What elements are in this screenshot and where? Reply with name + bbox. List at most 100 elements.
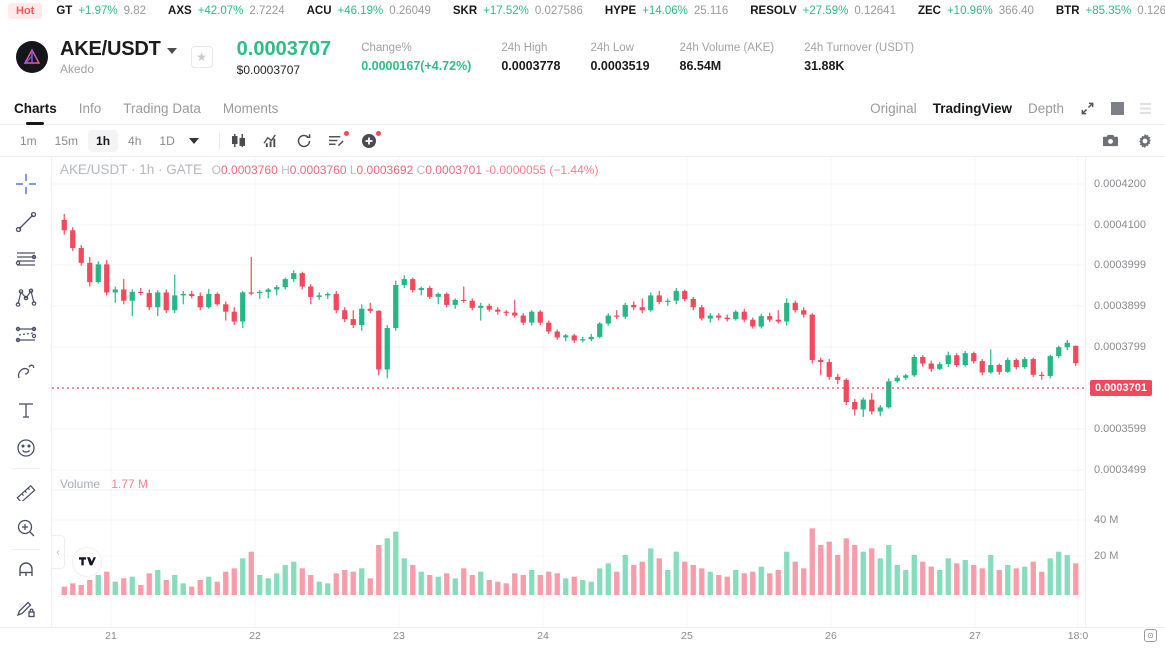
add-indicator-icon[interactable] (361, 130, 381, 149)
ticker-price: 9.82 (123, 5, 147, 17)
more-menu-icon[interactable] (1140, 102, 1151, 115)
emoji-icon[interactable] (8, 429, 44, 467)
horizontal-lines-icon[interactable] (8, 240, 44, 278)
stat-label: 24h High (501, 41, 548, 54)
ticker-item[interactable]: GT +1.97% 9.82 (56, 5, 146, 17)
sidebar-collapse-handle[interactable]: ‹ (52, 535, 65, 569)
market-stat: 24h Low 0.0003519 (590, 42, 649, 73)
tradingview-logo-badge[interactable] (72, 547, 102, 577)
time-tick: 21 (105, 630, 117, 642)
stat-change: Change% 0.0000167(+4.72%) (361, 42, 471, 73)
chart-area: AKE/USDT · 1h · GATE O0.0003760 H0.00037… (0, 157, 1165, 627)
pair-header: AKE/USDT Akedo ★ 0.0003707 $0.0003707 Ch… (0, 22, 1165, 92)
timeframe-group[interactable]: 1m 15m 1h 4h 1D (12, 129, 185, 152)
brush-icon[interactable] (8, 353, 44, 391)
pair-name-block[interactable]: AKE/USDT Akedo (60, 38, 177, 76)
view-tab-depth[interactable]: Depth (1027, 100, 1064, 116)
notification-dot (375, 130, 381, 136)
candles-icon[interactable] (230, 133, 247, 148)
stat-label: 24h Low (590, 41, 634, 54)
market-stat: 24h Turnover (USDT) 31.88K (804, 42, 914, 73)
expand-icon[interactable] (1080, 101, 1095, 116)
legend-l-label: L (349, 163, 357, 177)
legend-ohlc: O0.0003760 H0.0003760 L0.0003692 C0.0003… (212, 163, 599, 177)
stat-value: 0.0003778 (501, 58, 561, 73)
tab-trading-data[interactable]: Trading Data (123, 100, 201, 116)
chart-plot[interactable]: AKE/USDT · 1h · GATE O0.0003760 H0.00037… (52, 157, 1085, 627)
tools-divider (11, 548, 40, 550)
ticker-items[interactable]: GT +1.97% 9.82 AXS +42.07% 2.7224 ACU +46.19% 0.… (56, 5, 1165, 17)
stat-change-value: 0.0000167(+4.72%) (361, 58, 472, 73)
ticker-symbol: RESOLV (750, 5, 797, 17)
pair-selector[interactable]: AKE/USDT (60, 38, 177, 61)
ticker-change: +10.96% (946, 5, 993, 17)
ticker-symbol: AXS (168, 5, 192, 17)
legend-l-value: 0.0003692 (356, 163, 414, 177)
tab-info[interactable]: Info (78, 100, 102, 116)
ticker-item[interactable]: ACU +46.19% 0.26049 (307, 5, 431, 17)
legend-o-label: O (211, 163, 222, 177)
indicators-icon[interactable] (263, 133, 280, 148)
timeframe-1D[interactable]: 1D (159, 133, 175, 148)
ticker-price: 2.7224 (249, 5, 285, 17)
camera-icon[interactable] (1102, 133, 1119, 148)
gear-icon[interactable] (1137, 133, 1153, 149)
ticker-price: 366.40 (998, 5, 1034, 17)
legend-title: AKE/USDT · 1h · GATE (60, 162, 203, 177)
price-tick: 0.0003999 (1094, 259, 1146, 271)
view-tab-tradingview[interactable]: TradingView (932, 100, 1012, 116)
view-tab-original[interactable]: Original (870, 100, 917, 116)
stat-label: 24h Turnover (USDT) (804, 41, 915, 54)
timeframe-15m[interactable]: 15m (54, 133, 79, 148)
ruler-icon[interactable] (8, 471, 44, 509)
layout-square-icon[interactable] (1111, 101, 1124, 115)
view-tabs[interactable]: Original TradingView Depth (870, 101, 1064, 116)
timeframe-4h[interactable]: 4h (128, 133, 142, 148)
time-tick: 25 (681, 630, 693, 642)
candlestick-svg[interactable] (52, 157, 1085, 627)
legend-c-label: C (416, 163, 426, 177)
legend-h-value: 0.0003760 (289, 163, 347, 177)
ticker-item[interactable]: SKR +17.52% 0.027586 (453, 5, 583, 17)
tab-moments[interactable]: Moments (222, 100, 279, 116)
section-tabs: Charts Info Trading Data Moments Original Tr… (0, 92, 1165, 125)
favorite-star-icon[interactable]: ★ (190, 46, 213, 68)
price-tick: 0.0004100 (1094, 219, 1146, 231)
legend-c-value: 0.0003701 (425, 163, 483, 177)
compare-icon[interactable] (328, 131, 349, 148)
chart-view-tabs: Original TradingView Depth (870, 101, 1151, 116)
lock-draw-icon[interactable] (8, 589, 44, 627)
ticker-item[interactable]: ZEC +10.96% 366.40 (918, 5, 1034, 17)
chevron-down-icon[interactable] (166, 48, 177, 54)
fib-retracement-icon[interactable] (8, 316, 44, 354)
left-tabs[interactable]: Charts Info Trading Data Moments (14, 92, 300, 125)
trend-line-icon[interactable] (8, 203, 44, 241)
current-price-tag: 0.0003701 (1090, 380, 1152, 396)
price-tick: 0.0003499 (1094, 464, 1146, 476)
timeframe-1h[interactable]: 1h (88, 129, 119, 152)
stat-value: 0.0003519 (590, 58, 650, 73)
timeframe-dropdown-icon[interactable] (188, 137, 199, 144)
stat-value: 86.54M (679, 58, 722, 73)
ticker-item[interactable]: HYPE +14.06% 25.116 (605, 5, 728, 17)
timezone-clock-icon[interactable]: ⊙ (1144, 629, 1157, 642)
volume-tick: 20 M (1094, 550, 1119, 562)
price-axis[interactable]: 0.0004200 0.0004100 0.0003999 0.0003899 0.00… (1085, 157, 1165, 627)
timeframe-1m[interactable]: 1m (20, 133, 37, 148)
zoom-in-icon[interactable] (8, 509, 44, 547)
ticker-item[interactable]: RESOLV +27.59% 0.12641 (750, 5, 896, 17)
market-ticker-bar: Hot GT +1.97% 9.82 AXS +42.07% 2.7224 ACU +46.1… (0, 0, 1165, 22)
ticker-symbol: ZEC (917, 5, 941, 17)
ticker-price: 25.116 (693, 5, 729, 17)
pitchfork-icon[interactable] (8, 278, 44, 316)
price-tick: 0.0003799 (1094, 341, 1146, 353)
text-icon[interactable] (8, 391, 44, 429)
ticker-item[interactable]: BTR +85.35% 0.12621 (1056, 5, 1165, 17)
drawing-tools-sidebar (0, 157, 52, 627)
magnet-icon[interactable] (8, 552, 44, 590)
tab-charts[interactable]: Charts (14, 92, 57, 125)
refresh-icon[interactable] (296, 133, 312, 149)
ticker-item[interactable]: AXS +42.07% 2.7224 (168, 5, 285, 17)
time-axis[interactable]: 21 22 23 24 25 26 27 18:0 ⊙ (0, 627, 1165, 644)
crosshair-icon[interactable] (8, 165, 44, 203)
